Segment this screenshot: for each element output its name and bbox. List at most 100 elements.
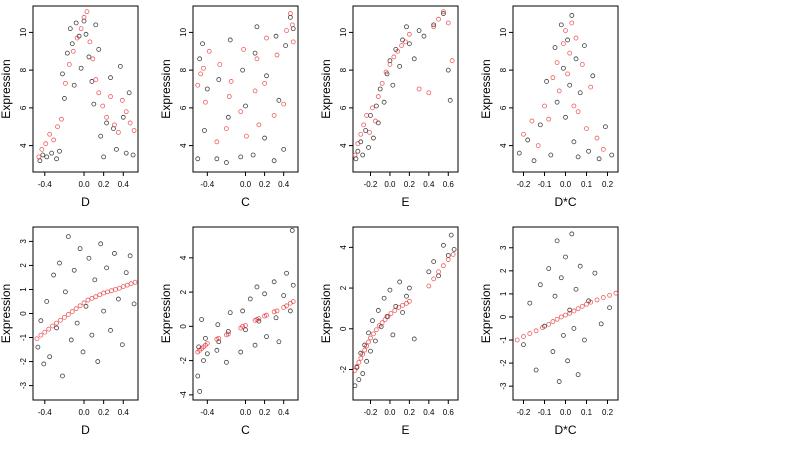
top-DC-y-tick-label: 8 xyxy=(499,67,508,72)
top-E-series-red-point xyxy=(441,9,446,15)
top-D-series-red-point xyxy=(131,128,137,133)
top-C-series-black-point xyxy=(214,156,220,162)
bottom-C-series-black-point xyxy=(276,339,282,345)
top-DC-series-red-point xyxy=(529,118,535,124)
top-E-series-black-point xyxy=(431,22,437,28)
bottom-C-series-black-point xyxy=(290,282,296,288)
top-DC-series-red-point xyxy=(579,62,585,67)
bottom-C-series-red-point xyxy=(290,299,296,304)
bottom-DC-series-black-point xyxy=(527,300,533,306)
top-E-series-black-point xyxy=(421,33,427,39)
top-C-series-black-point xyxy=(204,86,210,92)
bottom-DC-series-black-point xyxy=(573,286,579,292)
bottom-E-series-red-point xyxy=(431,276,437,282)
bottom-C-x-axis-label: C xyxy=(241,423,250,437)
bottom-D-series-black-point xyxy=(47,354,53,360)
top-C-series-black-point xyxy=(283,43,288,49)
top-E-x-axis-label: E xyxy=(401,195,409,209)
top-C-series-red-point xyxy=(217,62,223,67)
bottom-D-series-red-point xyxy=(124,282,130,288)
bottom-C-series-black-point xyxy=(271,279,277,285)
bottom-C-series-black-point xyxy=(289,228,295,233)
bottom-D-series-red-point xyxy=(89,295,95,301)
top-DC-series-red-point xyxy=(567,50,573,56)
top-D-series-red-point xyxy=(115,129,121,135)
bottom-DC-series-red-point xyxy=(579,303,585,309)
bottom-C-series-red-point xyxy=(216,335,222,341)
bottom-DC-series-black-point xyxy=(561,333,566,338)
bottom-E-series-black-point xyxy=(448,232,454,238)
bottom-E-series-red-point xyxy=(366,339,371,345)
bottom-C-frame xyxy=(192,226,299,401)
top-D-series-black-point xyxy=(104,120,109,126)
top-D-series-red-point xyxy=(74,35,80,41)
bottom-E-x-tick-label: 0.2 xyxy=(404,408,416,417)
top-DC-series-black-point xyxy=(569,13,575,18)
bottom-DC-series-black-point xyxy=(582,337,587,343)
bottom-C-y-tick-label: 0 xyxy=(179,324,188,329)
top-C-series-red-point xyxy=(287,11,293,16)
bottom-DC-y-tick-label: 2 xyxy=(499,268,508,273)
bottom-DC-series-black-point xyxy=(569,231,575,237)
top-DC-series-red-point xyxy=(561,41,566,47)
bottom-D-series-black-point xyxy=(77,246,83,252)
top-DC-series-red-point xyxy=(569,20,575,26)
top-DC-series-black-point xyxy=(573,56,579,62)
top-DC-series-black-point xyxy=(558,22,564,28)
bottom-E-series-black-point xyxy=(404,293,409,299)
bottom-E-series-black-point xyxy=(372,338,378,344)
bottom-E-series-black-point xyxy=(352,383,358,389)
top-C-frame xyxy=(192,5,299,173)
top-C-y-tick-label: 8 xyxy=(179,67,188,72)
top-D-series-black-point xyxy=(37,158,43,164)
top-C-series-red-point xyxy=(206,48,212,54)
bottom-C-series-black-point xyxy=(262,291,267,297)
top-E-series-black-point xyxy=(400,37,405,43)
top-D-series-black-point xyxy=(54,156,59,162)
top-C-y-tick-label: 6 xyxy=(179,105,188,110)
bottom-D-series-red-point xyxy=(101,290,107,296)
top-E-series-red-point xyxy=(370,105,375,111)
top-D-series-black-point xyxy=(117,63,123,69)
top-E-series-black-point xyxy=(366,145,371,150)
bottom-D-series-red-point xyxy=(69,309,75,314)
top-E-series-red-point xyxy=(391,54,397,60)
top-D-series-black-point xyxy=(69,41,75,47)
bottom-D-series-black-point xyxy=(80,349,86,355)
bottom-DC-series-red-point xyxy=(546,321,552,327)
bottom-C-series-red-point xyxy=(284,303,289,309)
top-C-series-black-point xyxy=(273,33,279,39)
top-D-series-red-point xyxy=(78,26,84,32)
top-E-series-red-point xyxy=(387,62,393,67)
bottom-D-series-black-point xyxy=(131,301,137,307)
bottom-E-series-black-point xyxy=(400,310,405,315)
top-C-series-black-point xyxy=(276,97,282,103)
bottom-E-series-red-point xyxy=(406,298,412,304)
bottom-DC-x-tick-label: -0.1 xyxy=(538,408,552,417)
bottom-C-series-red-point xyxy=(225,331,231,337)
top-D-series-black-point xyxy=(130,152,136,158)
bottom-DC-y-tick-label: -2 xyxy=(499,359,508,367)
bottom-D-series-black-point xyxy=(95,359,101,364)
top-D-series-red-point xyxy=(96,90,102,96)
bottom-C-series-black-point xyxy=(238,349,244,355)
top-DC-series-red-point xyxy=(554,60,560,65)
bottom-E-series-black-point xyxy=(397,279,403,285)
bottom-E-series-black-point xyxy=(390,332,396,338)
bottom-DC-x-axis-label: D*C xyxy=(554,423,576,437)
bottom-E-y-tick-label: 2 xyxy=(339,285,348,290)
bottom-D-series-red-point xyxy=(116,285,122,291)
top-D-series-black-point xyxy=(108,75,113,81)
top-E-series-black-point xyxy=(390,82,396,88)
top-E-series-black-point xyxy=(404,24,409,30)
top-E-x-tick-label: 0.4 xyxy=(423,180,435,189)
top-E-series-red-point xyxy=(416,86,422,92)
top-E-series-red-point xyxy=(403,39,408,45)
top-DC-series-red-point xyxy=(584,126,589,132)
top-DC-series-black-point xyxy=(609,152,615,158)
top-E-series-red-point xyxy=(358,131,364,137)
top-E-series-red-point xyxy=(372,118,378,124)
bottom-D-series-black-point xyxy=(51,272,57,278)
bottom-D-y-tick-label: -3 xyxy=(19,381,28,389)
